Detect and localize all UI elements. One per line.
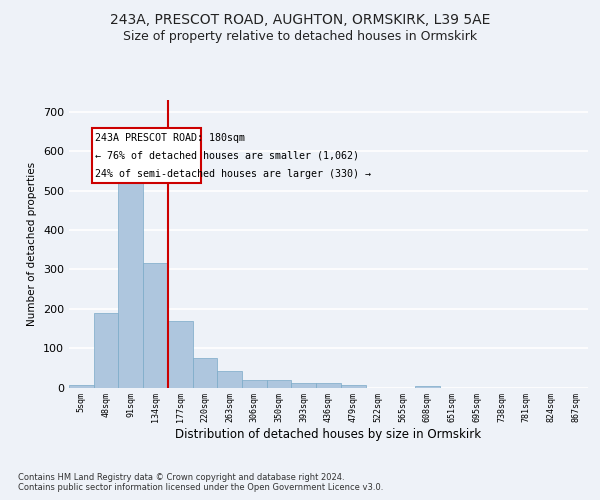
Text: Contains HM Land Registry data © Crown copyright and database right 2024.
Contai: Contains HM Land Registry data © Crown c… bbox=[18, 472, 383, 492]
Text: Size of property relative to detached houses in Ormskirk: Size of property relative to detached ho… bbox=[123, 30, 477, 43]
Text: ← 76% of detached houses are smaller (1,062): ← 76% of detached houses are smaller (1,… bbox=[95, 151, 359, 161]
X-axis label: Distribution of detached houses by size in Ormskirk: Distribution of detached houses by size … bbox=[175, 428, 482, 441]
Text: 243A, PRESCOT ROAD, AUGHTON, ORMSKIRK, L39 5AE: 243A, PRESCOT ROAD, AUGHTON, ORMSKIRK, L… bbox=[110, 12, 490, 26]
Bar bbox=[415, 386, 440, 388]
Bar bbox=[242, 380, 267, 388]
Bar bbox=[69, 384, 94, 388]
Bar bbox=[168, 320, 193, 388]
Bar bbox=[316, 383, 341, 388]
Bar bbox=[341, 384, 365, 388]
Y-axis label: Number of detached properties: Number of detached properties bbox=[28, 162, 37, 326]
Text: 243A PRESCOT ROAD: 180sqm: 243A PRESCOT ROAD: 180sqm bbox=[95, 132, 245, 142]
Bar bbox=[118, 171, 143, 388]
Bar bbox=[143, 264, 168, 388]
Text: 24% of semi-detached houses are larger (330) →: 24% of semi-detached houses are larger (… bbox=[95, 170, 371, 179]
Bar bbox=[94, 312, 118, 388]
FancyBboxPatch shape bbox=[92, 128, 201, 184]
Bar bbox=[217, 371, 242, 388]
Bar bbox=[267, 380, 292, 388]
Bar bbox=[292, 383, 316, 388]
Bar bbox=[193, 358, 217, 388]
